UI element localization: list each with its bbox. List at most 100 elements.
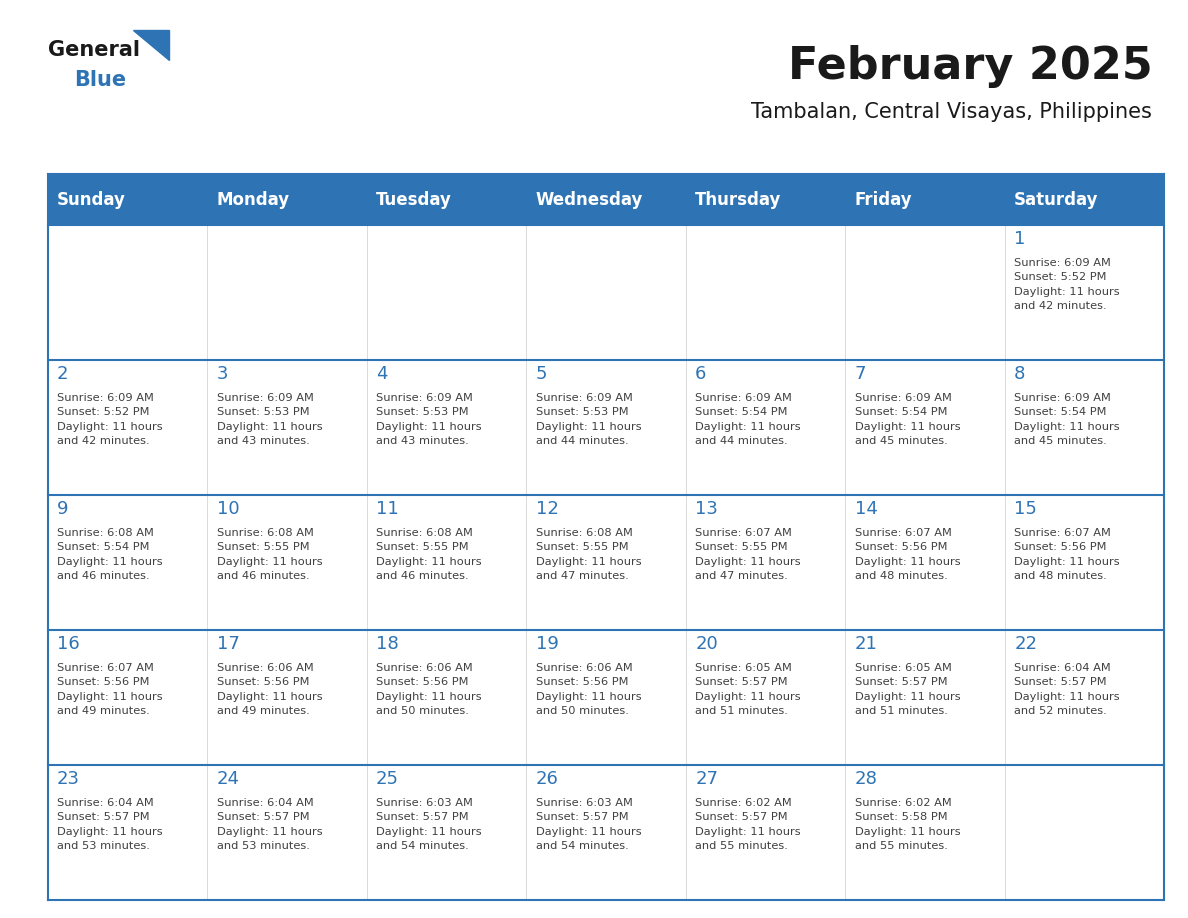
Text: Sunday: Sunday bbox=[57, 191, 126, 208]
Text: Sunrise: 6:09 AM
Sunset: 5:53 PM
Daylight: 11 hours
and 43 minutes.: Sunrise: 6:09 AM Sunset: 5:53 PM Dayligh… bbox=[216, 393, 322, 446]
Text: 7: 7 bbox=[854, 365, 866, 384]
Text: 19: 19 bbox=[536, 635, 558, 654]
Bar bbox=[48, 174, 1164, 225]
Bar bbox=[845, 360, 1005, 495]
Text: Sunrise: 6:07 AM
Sunset: 5:56 PM
Daylight: 11 hours
and 49 minutes.: Sunrise: 6:07 AM Sunset: 5:56 PM Dayligh… bbox=[57, 663, 163, 716]
Text: 9: 9 bbox=[57, 500, 69, 519]
Bar bbox=[845, 495, 1005, 630]
Bar bbox=[526, 225, 685, 360]
Text: Sunrise: 6:09 AM
Sunset: 5:54 PM
Daylight: 11 hours
and 45 minutes.: Sunrise: 6:09 AM Sunset: 5:54 PM Dayligh… bbox=[1015, 393, 1120, 446]
Bar bbox=[48, 765, 207, 900]
Text: Sunrise: 6:06 AM
Sunset: 5:56 PM
Daylight: 11 hours
and 50 minutes.: Sunrise: 6:06 AM Sunset: 5:56 PM Dayligh… bbox=[377, 663, 481, 716]
Text: Monday: Monday bbox=[216, 191, 290, 208]
Text: 6: 6 bbox=[695, 365, 707, 384]
Text: 2: 2 bbox=[57, 365, 69, 384]
Text: Sunrise: 6:05 AM
Sunset: 5:57 PM
Daylight: 11 hours
and 51 minutes.: Sunrise: 6:05 AM Sunset: 5:57 PM Dayligh… bbox=[695, 663, 801, 716]
Bar bbox=[367, 765, 526, 900]
Bar bbox=[685, 495, 845, 630]
Bar bbox=[526, 360, 685, 495]
Text: February 2025: February 2025 bbox=[788, 45, 1152, 87]
Text: Sunrise: 6:07 AM
Sunset: 5:56 PM
Daylight: 11 hours
and 48 minutes.: Sunrise: 6:07 AM Sunset: 5:56 PM Dayligh… bbox=[1015, 528, 1120, 581]
Bar bbox=[1005, 630, 1164, 765]
Text: Tambalan, Central Visayas, Philippines: Tambalan, Central Visayas, Philippines bbox=[752, 102, 1152, 122]
Text: Sunrise: 6:09 AM
Sunset: 5:53 PM
Daylight: 11 hours
and 43 minutes.: Sunrise: 6:09 AM Sunset: 5:53 PM Dayligh… bbox=[377, 393, 481, 446]
Text: 23: 23 bbox=[57, 770, 80, 789]
Text: 13: 13 bbox=[695, 500, 718, 519]
Text: Sunrise: 6:06 AM
Sunset: 5:56 PM
Daylight: 11 hours
and 50 minutes.: Sunrise: 6:06 AM Sunset: 5:56 PM Dayligh… bbox=[536, 663, 642, 716]
Text: 20: 20 bbox=[695, 635, 718, 654]
Bar bbox=[526, 495, 685, 630]
Text: 18: 18 bbox=[377, 635, 399, 654]
Text: 16: 16 bbox=[57, 635, 80, 654]
Text: 28: 28 bbox=[854, 770, 878, 789]
Text: Sunrise: 6:08 AM
Sunset: 5:54 PM
Daylight: 11 hours
and 46 minutes.: Sunrise: 6:08 AM Sunset: 5:54 PM Dayligh… bbox=[57, 528, 163, 581]
Text: Sunrise: 6:03 AM
Sunset: 5:57 PM
Daylight: 11 hours
and 54 minutes.: Sunrise: 6:03 AM Sunset: 5:57 PM Dayligh… bbox=[377, 798, 481, 851]
Bar bbox=[1005, 360, 1164, 495]
Bar bbox=[367, 630, 526, 765]
Text: Sunrise: 6:09 AM
Sunset: 5:52 PM
Daylight: 11 hours
and 42 minutes.: Sunrise: 6:09 AM Sunset: 5:52 PM Dayligh… bbox=[57, 393, 163, 446]
Bar bbox=[367, 225, 526, 360]
Bar bbox=[207, 630, 367, 765]
Bar bbox=[526, 630, 685, 765]
Text: 1: 1 bbox=[1015, 230, 1025, 249]
Text: 24: 24 bbox=[216, 770, 240, 789]
Text: 27: 27 bbox=[695, 770, 719, 789]
Text: Sunrise: 6:09 AM
Sunset: 5:52 PM
Daylight: 11 hours
and 42 minutes.: Sunrise: 6:09 AM Sunset: 5:52 PM Dayligh… bbox=[1015, 258, 1120, 311]
Bar bbox=[48, 360, 207, 495]
Text: 11: 11 bbox=[377, 500, 399, 519]
Text: Saturday: Saturday bbox=[1015, 191, 1099, 208]
Text: Wednesday: Wednesday bbox=[536, 191, 643, 208]
Bar bbox=[685, 225, 845, 360]
Text: Tuesday: Tuesday bbox=[377, 191, 451, 208]
Text: 10: 10 bbox=[216, 500, 239, 519]
Bar bbox=[526, 765, 685, 900]
Text: General: General bbox=[48, 40, 139, 61]
Bar bbox=[1005, 225, 1164, 360]
Bar bbox=[48, 225, 207, 360]
Text: 14: 14 bbox=[854, 500, 878, 519]
Bar bbox=[207, 360, 367, 495]
Text: 4: 4 bbox=[377, 365, 387, 384]
Text: Sunrise: 6:06 AM
Sunset: 5:56 PM
Daylight: 11 hours
and 49 minutes.: Sunrise: 6:06 AM Sunset: 5:56 PM Dayligh… bbox=[216, 663, 322, 716]
Bar bbox=[685, 630, 845, 765]
Text: Sunrise: 6:09 AM
Sunset: 5:54 PM
Daylight: 11 hours
and 44 minutes.: Sunrise: 6:09 AM Sunset: 5:54 PM Dayligh… bbox=[695, 393, 801, 446]
Polygon shape bbox=[133, 30, 169, 60]
Text: 3: 3 bbox=[216, 365, 228, 384]
Text: Sunrise: 6:08 AM
Sunset: 5:55 PM
Daylight: 11 hours
and 46 minutes.: Sunrise: 6:08 AM Sunset: 5:55 PM Dayligh… bbox=[216, 528, 322, 581]
Text: Sunrise: 6:09 AM
Sunset: 5:53 PM
Daylight: 11 hours
and 44 minutes.: Sunrise: 6:09 AM Sunset: 5:53 PM Dayligh… bbox=[536, 393, 642, 446]
Bar bbox=[845, 765, 1005, 900]
Text: 21: 21 bbox=[854, 635, 878, 654]
Bar bbox=[845, 225, 1005, 360]
Text: Sunrise: 6:08 AM
Sunset: 5:55 PM
Daylight: 11 hours
and 46 minutes.: Sunrise: 6:08 AM Sunset: 5:55 PM Dayligh… bbox=[377, 528, 481, 581]
Text: Sunrise: 6:07 AM
Sunset: 5:55 PM
Daylight: 11 hours
and 47 minutes.: Sunrise: 6:07 AM Sunset: 5:55 PM Dayligh… bbox=[695, 528, 801, 581]
Bar bbox=[685, 360, 845, 495]
Bar bbox=[367, 360, 526, 495]
Text: 26: 26 bbox=[536, 770, 558, 789]
Bar bbox=[367, 495, 526, 630]
Text: Sunrise: 6:02 AM
Sunset: 5:57 PM
Daylight: 11 hours
and 55 minutes.: Sunrise: 6:02 AM Sunset: 5:57 PM Dayligh… bbox=[695, 798, 801, 851]
Text: Sunrise: 6:04 AM
Sunset: 5:57 PM
Daylight: 11 hours
and 53 minutes.: Sunrise: 6:04 AM Sunset: 5:57 PM Dayligh… bbox=[216, 798, 322, 851]
Text: Blue: Blue bbox=[74, 70, 126, 90]
Text: Sunrise: 6:04 AM
Sunset: 5:57 PM
Daylight: 11 hours
and 53 minutes.: Sunrise: 6:04 AM Sunset: 5:57 PM Dayligh… bbox=[57, 798, 163, 851]
Text: 25: 25 bbox=[377, 770, 399, 789]
Bar bbox=[207, 765, 367, 900]
Text: Sunrise: 6:07 AM
Sunset: 5:56 PM
Daylight: 11 hours
and 48 minutes.: Sunrise: 6:07 AM Sunset: 5:56 PM Dayligh… bbox=[854, 528, 960, 581]
Text: 17: 17 bbox=[216, 635, 240, 654]
Text: Friday: Friday bbox=[854, 191, 912, 208]
Bar bbox=[1005, 495, 1164, 630]
Text: 15: 15 bbox=[1015, 500, 1037, 519]
Bar bbox=[207, 225, 367, 360]
Text: 5: 5 bbox=[536, 365, 548, 384]
Text: Sunrise: 6:08 AM
Sunset: 5:55 PM
Daylight: 11 hours
and 47 minutes.: Sunrise: 6:08 AM Sunset: 5:55 PM Dayligh… bbox=[536, 528, 642, 581]
Bar bbox=[685, 765, 845, 900]
Text: Sunrise: 6:03 AM
Sunset: 5:57 PM
Daylight: 11 hours
and 54 minutes.: Sunrise: 6:03 AM Sunset: 5:57 PM Dayligh… bbox=[536, 798, 642, 851]
Bar bbox=[845, 630, 1005, 765]
Text: Sunrise: 6:04 AM
Sunset: 5:57 PM
Daylight: 11 hours
and 52 minutes.: Sunrise: 6:04 AM Sunset: 5:57 PM Dayligh… bbox=[1015, 663, 1120, 716]
Bar bbox=[48, 630, 207, 765]
Text: Sunrise: 6:09 AM
Sunset: 5:54 PM
Daylight: 11 hours
and 45 minutes.: Sunrise: 6:09 AM Sunset: 5:54 PM Dayligh… bbox=[854, 393, 960, 446]
Text: Sunrise: 6:02 AM
Sunset: 5:58 PM
Daylight: 11 hours
and 55 minutes.: Sunrise: 6:02 AM Sunset: 5:58 PM Dayligh… bbox=[854, 798, 960, 851]
Text: Sunrise: 6:05 AM
Sunset: 5:57 PM
Daylight: 11 hours
and 51 minutes.: Sunrise: 6:05 AM Sunset: 5:57 PM Dayligh… bbox=[854, 663, 960, 716]
Text: 12: 12 bbox=[536, 500, 558, 519]
Text: 22: 22 bbox=[1015, 635, 1037, 654]
Text: 8: 8 bbox=[1015, 365, 1025, 384]
